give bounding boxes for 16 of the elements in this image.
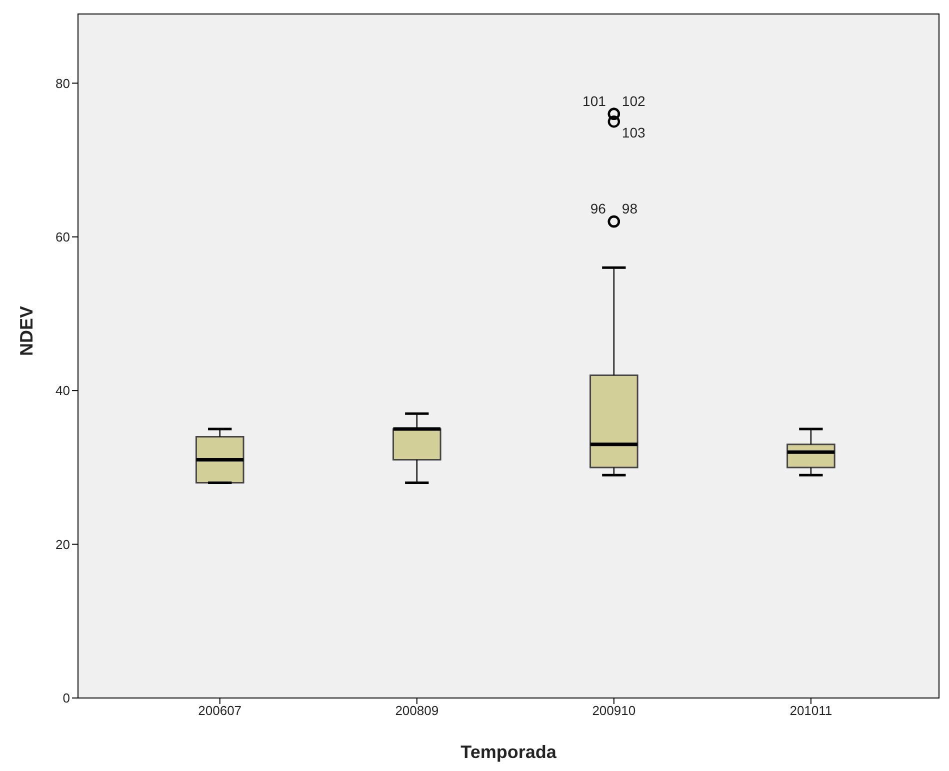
y-tick-label: 20 bbox=[56, 536, 70, 552]
y-tick-label: 40 bbox=[56, 383, 70, 398]
annotation: 96 bbox=[590, 200, 606, 217]
y-tick-label: 80 bbox=[56, 76, 70, 91]
annotation: 98 bbox=[622, 200, 638, 217]
x-tick-label: 200910 bbox=[592, 703, 636, 718]
x-tick-label: 201011 bbox=[790, 703, 832, 718]
annotation: 101 bbox=[582, 92, 606, 109]
annotation: 103 bbox=[622, 124, 646, 141]
y-tick-label: 0 bbox=[62, 690, 70, 706]
y-axis-title: NDEV bbox=[16, 306, 36, 356]
x-tick-label: 200809 bbox=[395, 703, 439, 718]
x-tick-label: 200607 bbox=[198, 703, 242, 718]
y-tick-label: 60 bbox=[56, 229, 70, 244]
annotation: 102 bbox=[622, 92, 646, 109]
x-axis-title: Temporada bbox=[460, 742, 558, 762]
